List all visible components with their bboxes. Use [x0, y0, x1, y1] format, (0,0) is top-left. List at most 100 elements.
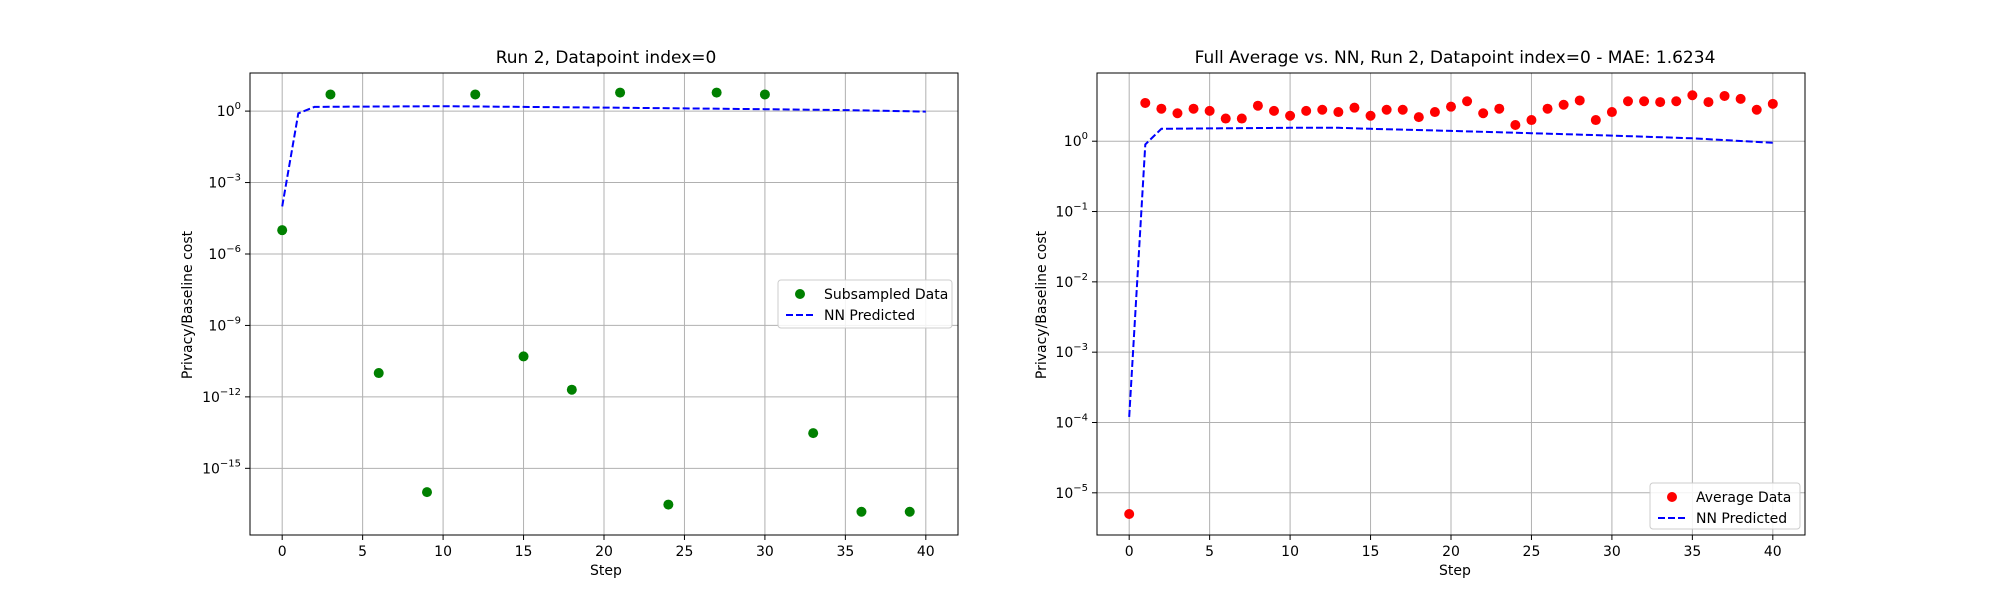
data-point	[1751, 104, 1762, 115]
data-point	[1719, 90, 1730, 101]
series-markers	[277, 87, 915, 517]
data-point	[1494, 103, 1505, 114]
chart-title: Run 2, Datapoint index=0	[496, 48, 717, 68]
y-tick-label: 10−9	[208, 315, 241, 334]
data-point	[373, 368, 384, 379]
legend-label: NN Predicted	[824, 308, 915, 324]
data-point	[1413, 112, 1424, 123]
data-point	[663, 499, 674, 510]
legend-swatch	[795, 289, 805, 299]
legend-label: Average Data	[1696, 490, 1791, 506]
data-point	[1220, 113, 1231, 124]
y-axis-label: Privacy/Baseline cost	[180, 230, 196, 379]
y-tick-label: 10−6	[208, 244, 241, 263]
data-point	[1333, 107, 1344, 118]
x-tick-label: 40	[1764, 544, 1782, 560]
legend-box	[1649, 482, 1801, 530]
data-point	[1655, 97, 1666, 108]
y-tick-label: 100	[217, 101, 241, 120]
data-point	[277, 225, 288, 236]
y-tick-label: 10−12	[202, 387, 241, 406]
data-point	[1478, 108, 1489, 119]
data-point	[422, 487, 432, 498]
y-tick-label: 10−5	[1055, 483, 1088, 502]
y-tick-label: 10−4	[1055, 412, 1088, 431]
data-point	[1397, 104, 1408, 115]
y-axis: 100 10−3 10−6 10−9 10−12 10−15	[202, 101, 250, 477]
data-point	[1252, 100, 1263, 111]
x-axis: 0 5 10 15 20 25 30 35 40	[1125, 535, 1782, 560]
legend-swatch	[1667, 492, 1677, 502]
chart-panel-left: Run 2, Datapoint index=0 Step Privacy/Ba…	[180, 48, 959, 579]
x-tick-label: 5	[358, 544, 367, 560]
y-axis: 100 10−1 10−2 10−3 10−4 10−5	[1055, 131, 1097, 502]
y-axis-label: Privacy/Baseline cost	[1034, 230, 1050, 379]
data-point	[1703, 97, 1714, 108]
x-tick-label: 30	[756, 544, 774, 560]
data-point	[711, 87, 722, 98]
data-point	[1590, 115, 1601, 126]
y-tick-label: 10−2	[1055, 272, 1088, 291]
data-point	[1365, 110, 1376, 121]
data-point	[904, 506, 915, 517]
data-point	[1574, 95, 1585, 106]
data-point	[1510, 120, 1521, 131]
data-point	[1124, 508, 1135, 519]
data-point	[1446, 101, 1456, 112]
x-tick-label: 5	[1205, 544, 1214, 560]
series-line	[281, 105, 926, 207]
data-point	[1285, 110, 1296, 121]
x-tick-label: 0	[278, 544, 287, 560]
x-tick-label: 25	[676, 544, 694, 560]
data-point	[1429, 107, 1440, 118]
data-point	[470, 89, 481, 100]
x-tick-label: 0	[1125, 544, 1134, 560]
data-point	[1204, 105, 1215, 116]
x-axis-label: Step	[590, 563, 622, 579]
y-tick-label: 10−1	[1055, 202, 1088, 221]
data-point	[518, 351, 529, 362]
data-point	[856, 506, 867, 517]
legend: Average Data NN Predicted	[1649, 482, 1801, 530]
data-point	[1767, 98, 1778, 109]
series-line	[1128, 126, 1773, 417]
data-point	[1558, 99, 1569, 110]
data-point	[1606, 107, 1617, 118]
x-tick-label: 35	[1683, 544, 1701, 560]
data-point	[566, 384, 577, 395]
y-tick-label: 10−15	[202, 458, 241, 477]
x-axis-label: Step	[1439, 563, 1471, 579]
data-point	[1671, 96, 1682, 107]
data-point	[1381, 104, 1392, 115]
data-point	[759, 89, 770, 100]
data-point	[1172, 108, 1183, 119]
x-tick-label: 15	[1362, 544, 1380, 560]
axes-frame	[249, 72, 959, 536]
x-tick-label: 10	[1281, 544, 1299, 560]
x-tick-label: 30	[1603, 544, 1621, 560]
x-tick-label: 10	[434, 544, 452, 560]
x-axis: 0 5 10 15 20 25 30 35 40	[278, 535, 935, 560]
legend-box	[777, 279, 953, 329]
legend-label: Subsampled Data	[824, 287, 948, 303]
x-tick-label: 20	[595, 544, 613, 560]
data-point	[1188, 103, 1199, 114]
data-point	[1542, 103, 1553, 114]
grid	[1097, 73, 1805, 535]
data-point	[1623, 96, 1633, 107]
x-tick-label: 40	[917, 544, 935, 560]
y-tick-label: 10−3	[1055, 342, 1088, 361]
y-tick-label: 10−3	[208, 173, 241, 192]
x-tick-label: 15	[515, 544, 533, 560]
data-point	[1735, 93, 1746, 104]
x-tick-label: 20	[1442, 544, 1460, 560]
data-point	[808, 428, 819, 439]
legend-label: NN Predicted	[1696, 511, 1787, 527]
chart-title: Full Average vs. NN, Run 2, Datapoint in…	[1195, 48, 1716, 68]
legend: Subsampled Data NN Predicted	[777, 279, 953, 329]
x-tick-label: 35	[836, 544, 854, 560]
data-point	[1269, 105, 1279, 116]
chart-panel-right: Full Average vs. NN, Run 2, Datapoint in…	[1034, 48, 1806, 579]
data-point	[1301, 105, 1312, 116]
